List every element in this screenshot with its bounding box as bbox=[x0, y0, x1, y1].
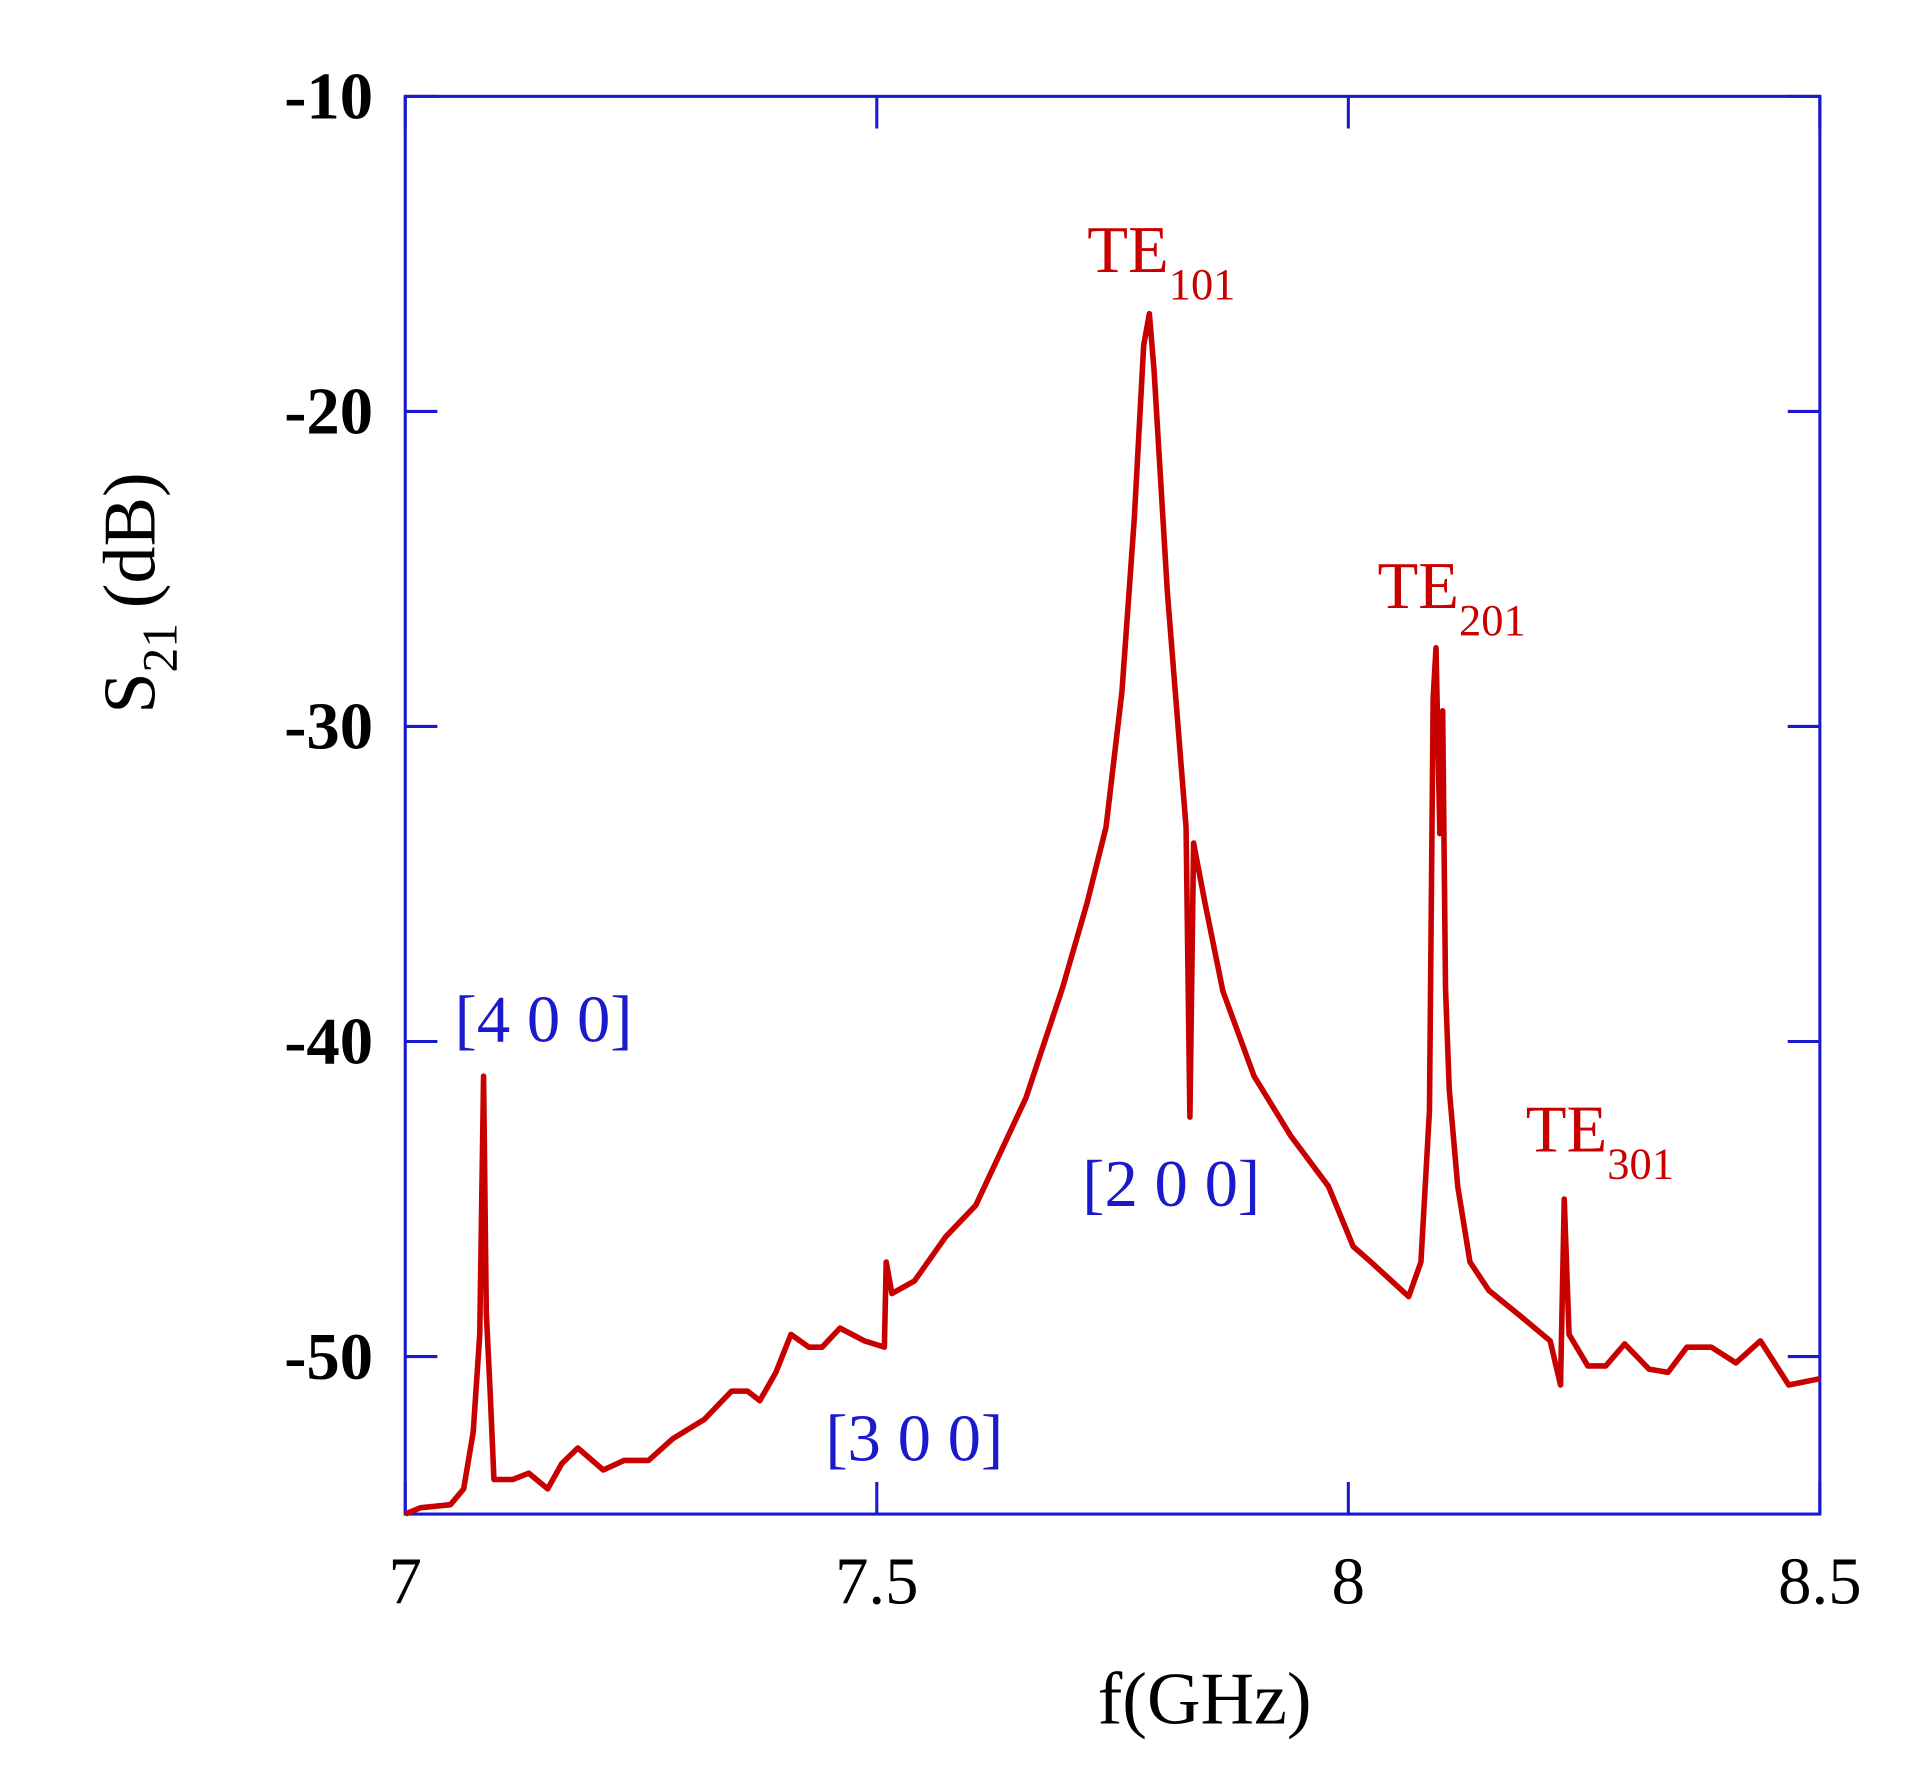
x-axis-label: f(GHz) bbox=[1098, 1658, 1312, 1740]
annotation: TE201 bbox=[1378, 550, 1526, 645]
y-label-rest: (dB) bbox=[89, 472, 171, 608]
y-tick-label: -50 bbox=[284, 1321, 373, 1394]
annotation-text: TE bbox=[1378, 550, 1460, 623]
annotation: [4 0 0] bbox=[455, 984, 633, 1057]
y-tick-label: -30 bbox=[284, 691, 373, 764]
plot-frame bbox=[403, 94, 1822, 1516]
x-tick-label: 8.5 bbox=[1778, 1546, 1861, 1619]
annotation-text: TE bbox=[1087, 214, 1169, 287]
annotation: TE101 bbox=[1087, 214, 1235, 309]
y-tick-label: -20 bbox=[284, 376, 373, 449]
x-tick-label: 8 bbox=[1332, 1546, 1365, 1619]
annotation-sub: 101 bbox=[1169, 259, 1236, 309]
y-tick-label: -10 bbox=[284, 61, 373, 134]
y-label-sub: 21 bbox=[133, 623, 188, 672]
annotation-sub: 201 bbox=[1459, 595, 1526, 645]
annotation: TE301 bbox=[1526, 1093, 1674, 1188]
y-axis-label: S21 (dB) bbox=[89, 472, 187, 713]
annotation-text: [4 0 0] bbox=[455, 984, 633, 1057]
annotation: [3 0 0] bbox=[825, 1402, 1003, 1475]
x-tick-label: 7.5 bbox=[835, 1546, 918, 1619]
annotation-text: [2 0 0] bbox=[1082, 1148, 1260, 1221]
y-tick-label: -40 bbox=[284, 1006, 373, 1079]
y-label-main: S bbox=[89, 672, 171, 713]
annotation-sub: 301 bbox=[1607, 1139, 1674, 1189]
annotation-text: [3 0 0] bbox=[825, 1402, 1003, 1475]
x-tick-label: 7 bbox=[389, 1546, 422, 1619]
annotation-text: TE bbox=[1526, 1093, 1608, 1166]
data-line bbox=[404, 310, 1821, 1517]
annotation: [2 0 0] bbox=[1082, 1148, 1260, 1221]
